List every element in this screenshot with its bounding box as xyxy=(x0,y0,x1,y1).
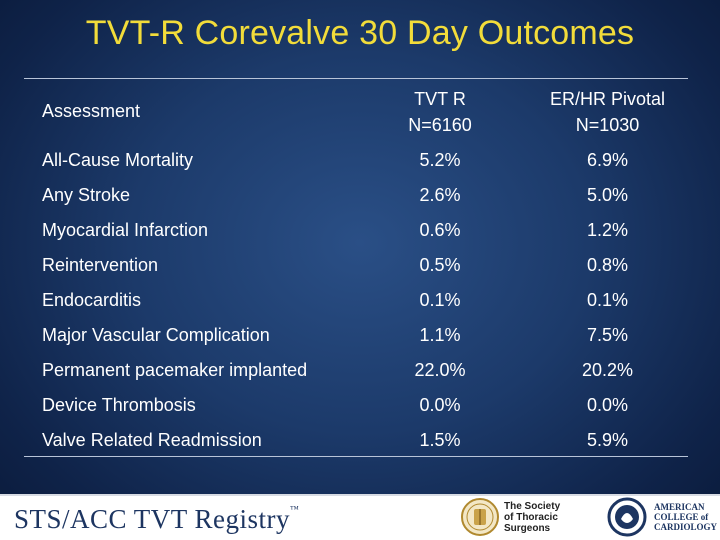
row-tvt-value: 0.5% xyxy=(419,255,461,275)
row-tvt-value: 1.1% xyxy=(419,325,461,345)
row-tvt-value: 0.0% xyxy=(419,395,461,415)
row-tvt-value: 22.0% xyxy=(414,360,466,380)
row-pivotal-value: 20.2% xyxy=(581,360,634,380)
header-tvt-r-n: N=6160 xyxy=(408,115,472,135)
row-label: Device Thrombosis xyxy=(42,395,196,415)
table-row: Myocardial Infarction 0.6% 1.2% xyxy=(0,216,720,246)
footer-bar: STS/ACC TVT Registry™ The Society of Tho… xyxy=(0,494,720,540)
acc-seal-icon xyxy=(607,497,647,537)
registry-trademark: ™ xyxy=(290,504,300,514)
header-pivotal-n: N=1030 xyxy=(575,115,640,135)
row-tvt-value: 0.6% xyxy=(419,220,461,240)
row-tvt-value: 2.6% xyxy=(419,185,461,205)
sts-seal-icon xyxy=(461,498,499,536)
row-label: Endocarditis xyxy=(42,290,142,310)
row-pivotal-value: 5.0% xyxy=(586,185,629,205)
row-label: All-Cause Mortality xyxy=(42,150,194,170)
table-row: Major Vascular Complication 1.1% 7.5% xyxy=(0,321,720,351)
header-pivotal-name: ER/HR Pivotal xyxy=(549,89,666,109)
row-label: Reintervention xyxy=(42,255,159,275)
header-assessment: Assessment xyxy=(42,101,141,121)
row-label: Any Stroke xyxy=(42,185,131,205)
sts-line-2: of Thoracic xyxy=(504,512,558,523)
row-tvt-value: 5.2% xyxy=(419,150,461,170)
table-row: Permanent pacemaker implanted 22.0% 20.2… xyxy=(0,356,720,386)
row-label: Valve Related Readmission xyxy=(42,430,262,450)
row-pivotal-value: 5.9% xyxy=(586,430,629,450)
footer-divider xyxy=(0,494,720,496)
row-label: Permanent pacemaker implanted xyxy=(42,360,308,380)
table-row: Any Stroke 2.6% 5.0% xyxy=(0,181,720,211)
row-label: Myocardial Infarction xyxy=(42,220,209,240)
sts-logo-text: The Society of Thoracic Surgeons xyxy=(504,501,560,534)
header-tvt-r-name: TVT R xyxy=(414,89,466,109)
sts-line-3: Surgeons xyxy=(504,523,551,534)
acc-line-1: AMERICAN xyxy=(654,502,705,512)
sts-line-1: The Society xyxy=(504,501,561,512)
row-label: Major Vascular Complication xyxy=(42,325,270,345)
acc-line-2: COLLEGE of xyxy=(654,512,709,522)
slide-title: TVT-R Corevalve 30 Day Outcomes xyxy=(85,14,635,52)
row-pivotal-value: 7.5% xyxy=(586,325,629,345)
row-pivotal-value: 0.1% xyxy=(586,290,629,310)
row-pivotal-value: 0.8% xyxy=(586,255,629,275)
row-tvt-value: 1.5% xyxy=(419,430,461,450)
table-bottom-rule xyxy=(24,456,688,457)
registry-name: STS/ACC TVT Registry xyxy=(14,504,291,534)
header-pivotal: ER/HR Pivotal N=1030 xyxy=(520,86,695,138)
row-pivotal-value: 1.2% xyxy=(586,220,629,240)
row-pivotal-value: 0.0% xyxy=(586,395,629,415)
table-row: Valve Related Readmission 1.5% 5.9% xyxy=(0,426,720,456)
acc-logo-text: AMERICAN COLLEGE of CARDIOLOGY xyxy=(654,502,717,532)
row-pivotal-value: 6.9% xyxy=(586,150,629,170)
table-row: Reintervention 0.5% 0.8% xyxy=(0,251,720,281)
table-row: Endocarditis 0.1% 0.1% xyxy=(0,286,720,316)
table-row: All-Cause Mortality 5.2% 6.9% xyxy=(0,146,720,176)
registry-logo: STS/ACC TVT Registry™ xyxy=(14,504,299,535)
header-tvt-r: TVT R N=6160 xyxy=(380,86,500,138)
table-row: Device Thrombosis 0.0% 0.0% xyxy=(0,391,720,421)
acc-line-3: CARDIOLOGY xyxy=(654,522,718,532)
row-tvt-value: 0.1% xyxy=(419,290,461,310)
table-top-rule xyxy=(24,78,688,79)
